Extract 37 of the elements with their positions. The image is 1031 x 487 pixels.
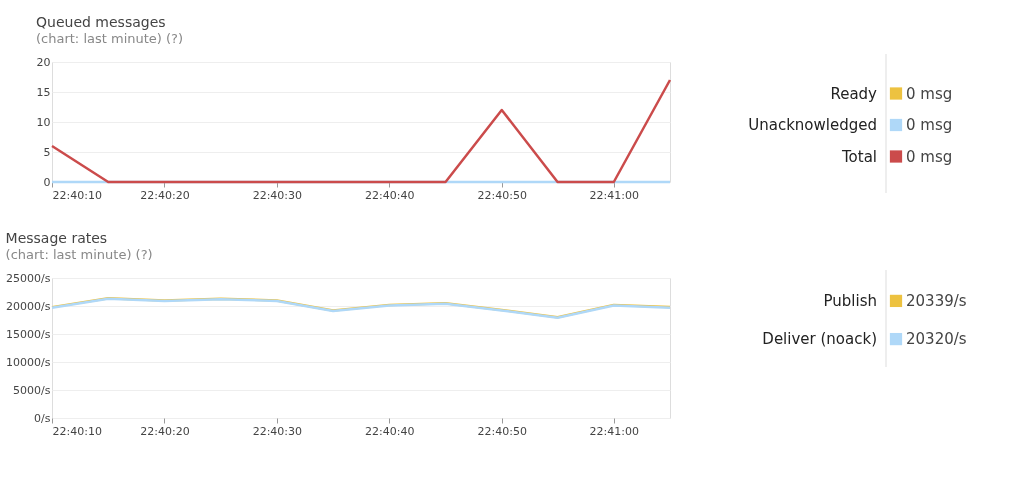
x-tick-label: 22:40:40: [365, 424, 415, 438]
text: 20320/s: [906, 330, 967, 349]
x-tick-label: 22:40:10: [52, 424, 102, 438]
text: 0 msg: [906, 84, 953, 103]
chart-subtitle: (chart: last minute) (?): [36, 31, 184, 46]
x-tick-label: 22:40:40: [365, 188, 415, 202]
y-tick-label: 10: [36, 115, 51, 129]
legend-label: Publish: [823, 291, 877, 310]
text: Deliver (noack): [762, 330, 877, 349]
x-tick-label: 22:40:50: [477, 188, 527, 202]
x-tick-label: 22:40:20: [140, 188, 190, 202]
x-tick-label: 22:40:50: [477, 424, 527, 438]
text: 0 msg: [906, 116, 953, 134]
chart-title: Message rates: [5, 230, 108, 246]
y-tick-label: 5: [43, 145, 51, 159]
y-tick-label: 20: [36, 55, 51, 69]
text: 0 msg: [906, 147, 953, 166]
x-tick-label: 22:40:20: [140, 424, 190, 438]
chart-title: Queued messages: [36, 14, 166, 30]
y-tick-label: 0: [43, 175, 51, 189]
y-tick-label: 15000/s: [6, 327, 51, 341]
chart-subtitle: (chart: last minute) (?): [5, 247, 153, 262]
y-tick-label: 10000/s: [6, 355, 51, 369]
y-tick-label: 0/s: [34, 411, 51, 425]
y-tick-label: 5000/s: [13, 383, 51, 397]
text: 20339/s: [906, 291, 967, 310]
x-tick-label: 22:41:00: [589, 424, 639, 438]
legend-label: Ready: [830, 84, 878, 103]
y-tick-label: 15: [36, 85, 51, 99]
legend-label: Total: [840, 147, 877, 166]
legend-label: Unacknowledged: [748, 116, 877, 134]
y-tick-label: 25000/s: [6, 271, 51, 285]
x-tick-label: 22:40:10: [52, 188, 102, 202]
x-tick-label: 22:40:30: [252, 424, 303, 438]
y-tick-label: 20000/s: [6, 299, 51, 313]
x-tick-label: 22:41:00: [589, 188, 639, 202]
x-tick-label: 22:40:30: [252, 188, 303, 202]
